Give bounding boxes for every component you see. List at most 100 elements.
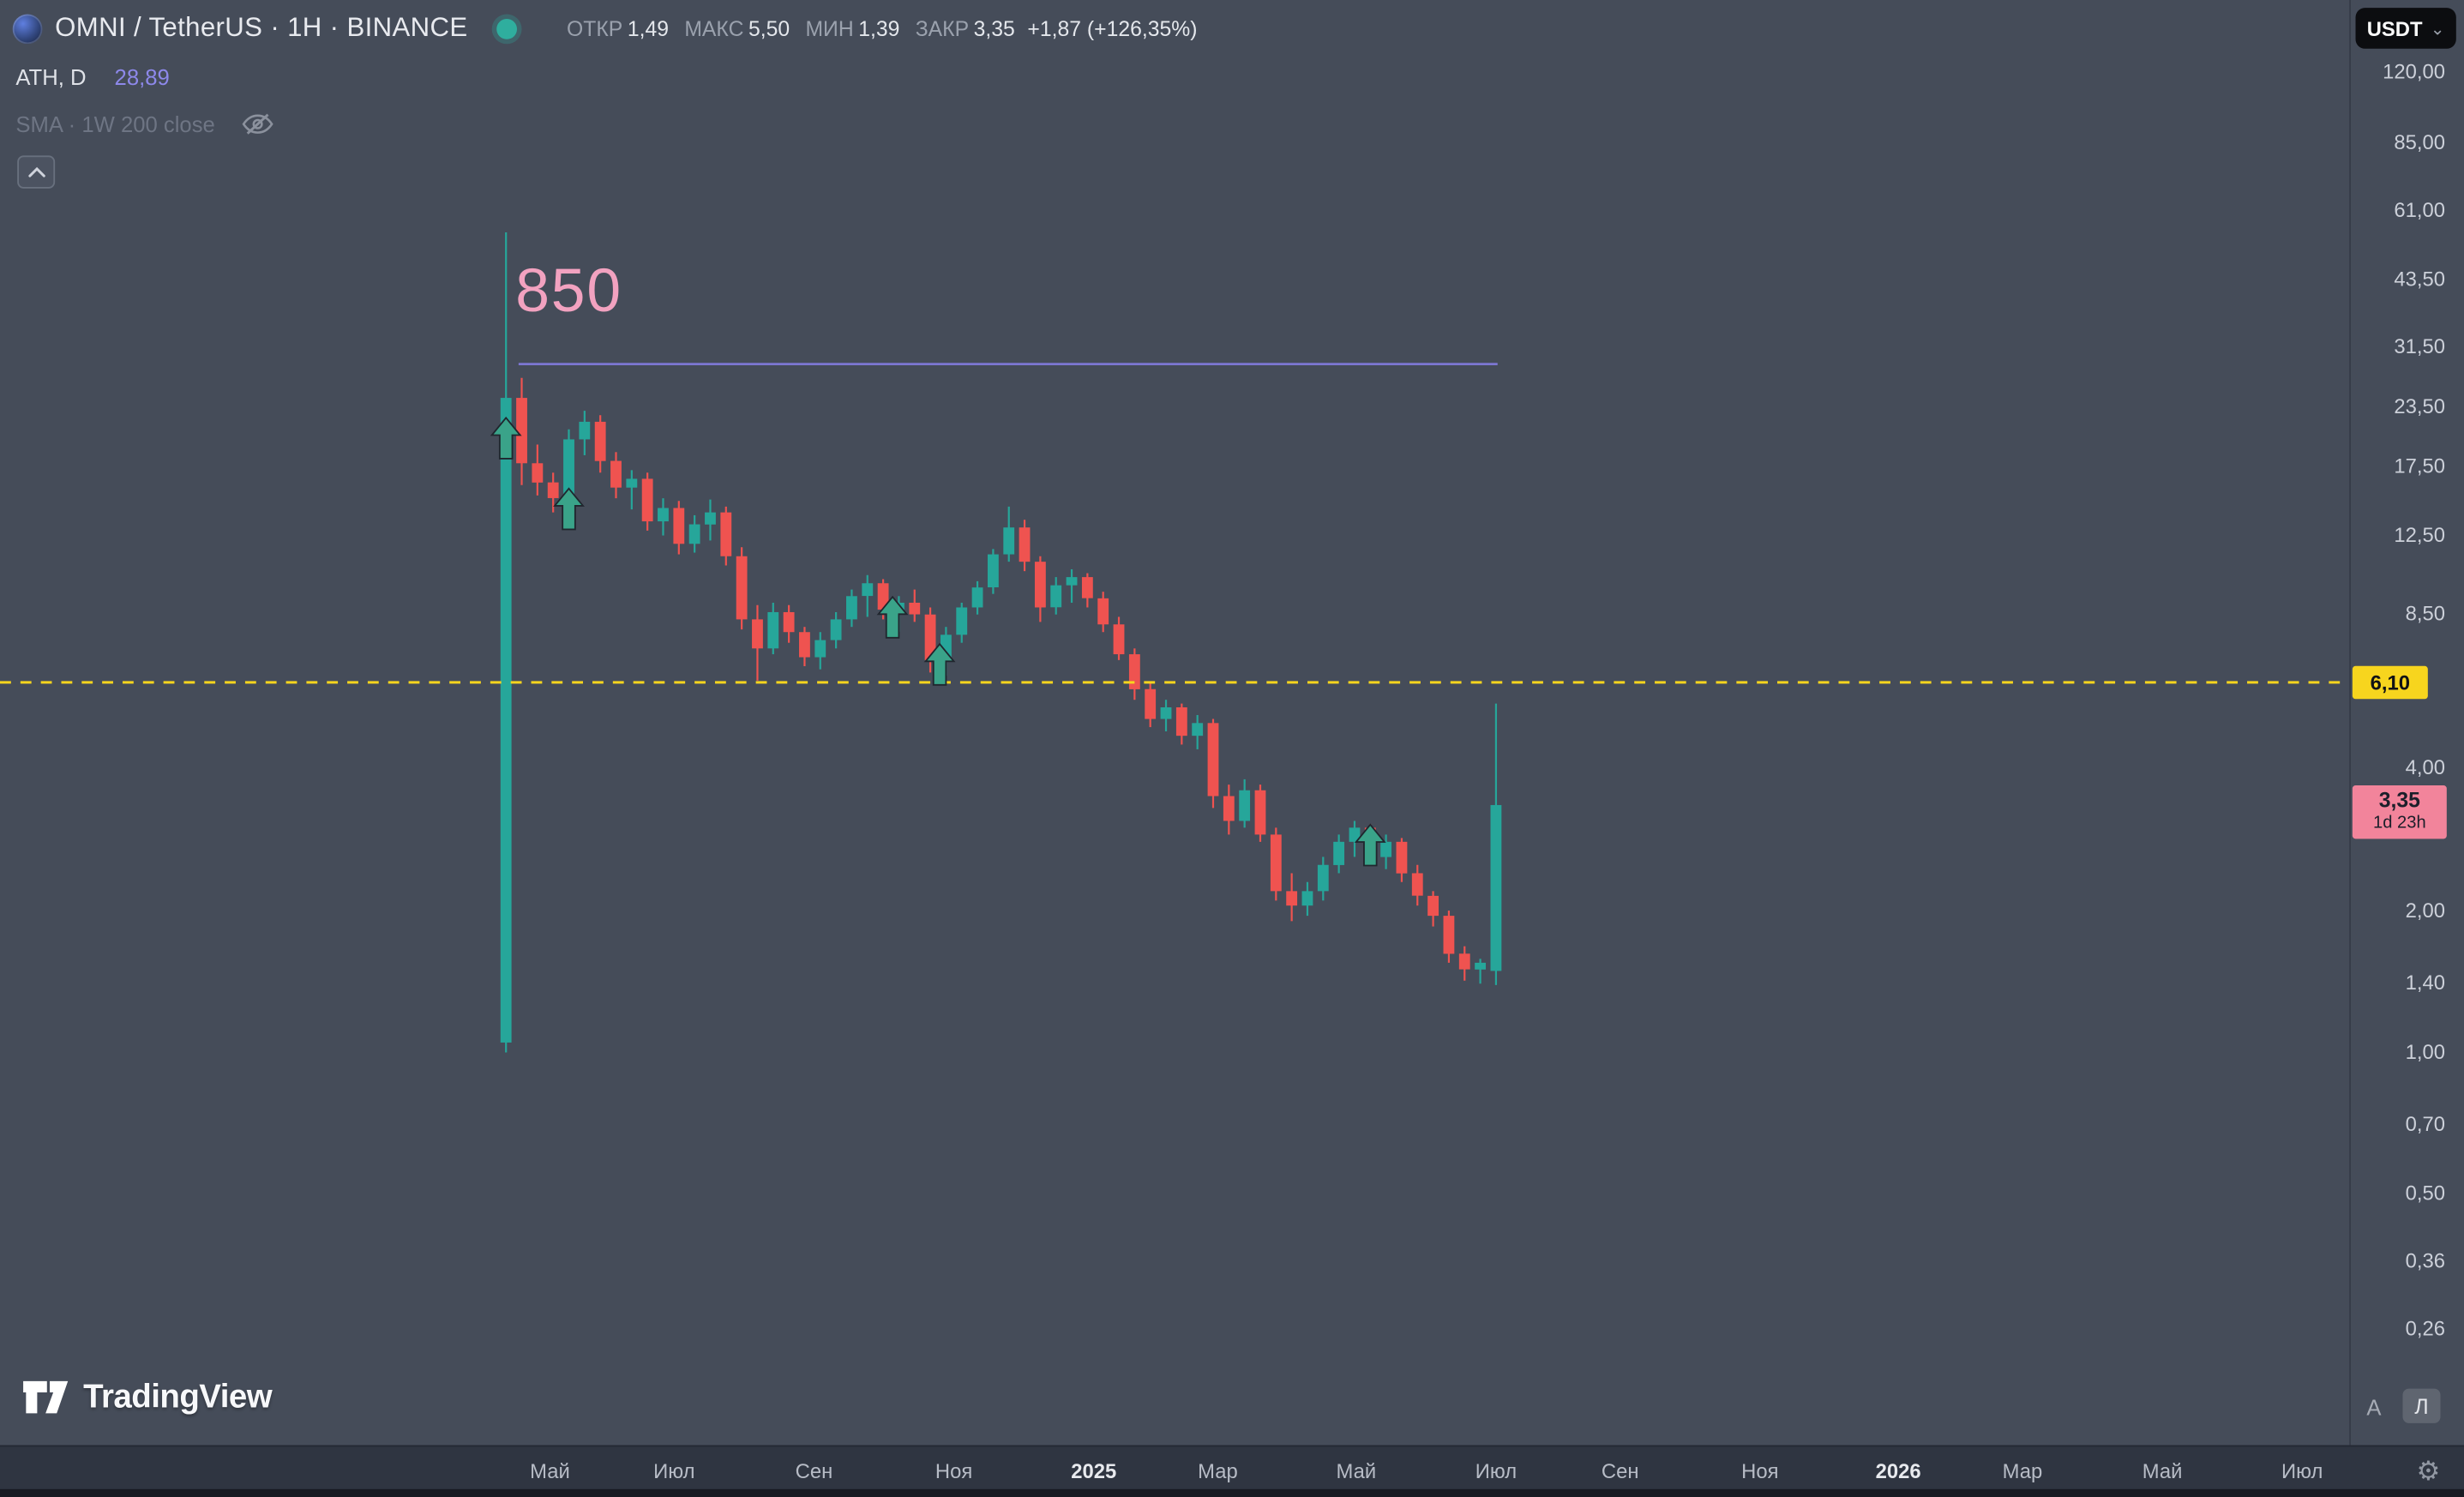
chevron-up-icon [27, 166, 45, 177]
time-axis-label: Мар [1198, 1459, 1238, 1483]
price-axis-label: 0,50 [2405, 1181, 2445, 1205]
time-axis-label: Ноя [935, 1459, 973, 1483]
indicator-ath-value: 28,89 [114, 64, 170, 90]
collapse-legend-button[interactable] [17, 155, 56, 189]
chart-canvas[interactable] [0, 0, 2350, 1446]
candle [1427, 891, 1439, 927]
candle [1443, 911, 1455, 963]
log-scale-button[interactable]: Л [2402, 1388, 2441, 1423]
candle [971, 580, 983, 615]
candle [1192, 714, 1204, 749]
candle [1128, 648, 1140, 700]
price-axis-label: 85,00 [2394, 130, 2445, 154]
price-axis-label: 0,70 [2405, 1112, 2445, 1137]
candle [610, 452, 622, 499]
symbol-row[interactable]: OMNI / TetherUS · 1H · BINANCE ОТКР 1,49… [12, 11, 1198, 45]
candle [516, 377, 527, 485]
time-axis-label: Сен [1601, 1459, 1639, 1483]
candle [1175, 703, 1187, 745]
alert-price-label[interactable]: 6,10 [2352, 665, 2428, 700]
symbol-logo-icon [12, 13, 43, 44]
price-axis-label: 12,50 [2394, 522, 2445, 547]
indicator-row-ath[interactable]: ATH, D 28,89 [15, 61, 169, 93]
low-value: 1,39 [858, 16, 900, 40]
price-axis[interactable]: USDT ⌄ 120,00 85,00 61,00 43,50 31,50 23,50 17… [2349, 0, 2464, 1446]
price-axis-label: 120,00 [2383, 60, 2445, 84]
high-label: МАКС [684, 16, 744, 40]
candle [1301, 881, 1313, 917]
time-axis-label: Июл [1475, 1459, 1517, 1483]
tradingview-wordmark: TradingView [83, 1378, 273, 1415]
auto-scale-button[interactable]: А [2366, 1394, 2382, 1421]
candle [1003, 506, 1015, 562]
candle [1411, 864, 1423, 906]
candle [1097, 592, 1109, 633]
last-price-label: 3,35 1d 23h [2352, 785, 2447, 840]
gear-icon[interactable]: ⚙ [2416, 1456, 2441, 1487]
price-axis-label: 31,50 [2394, 334, 2445, 358]
time-axis-label: Сен [795, 1459, 833, 1483]
change-value: +1,87 (+126,35%) [1027, 16, 1198, 40]
candle [720, 506, 732, 566]
candle [1254, 785, 1266, 842]
candle [1207, 718, 1219, 809]
bar-countdown: 1d 23h [2372, 814, 2426, 833]
close-label: ЗАКР [915, 16, 970, 40]
indicator-ath-name[interactable]: ATH, D [15, 64, 87, 90]
candle [1081, 573, 1093, 608]
tradingview-logo[interactable]: TradingView [21, 1376, 273, 1418]
time-axis-label: Июл [2281, 1459, 2323, 1483]
ohlc-values: ОТКР 1,49 МАКС 5,50 МИН 1,39 ЗАКР 3,35 +… [551, 16, 1198, 39]
candle [626, 470, 638, 510]
candle [1286, 873, 1298, 922]
hidden-eye-icon[interactable] [240, 111, 274, 136]
market-status-icon[interactable] [496, 18, 517, 39]
price-axis-label: 8,50 [2405, 602, 2445, 626]
candle [1019, 520, 1031, 572]
candle [1223, 785, 1235, 835]
candle [830, 611, 842, 649]
indicator-row-sma[interactable]: SMA · 1W 200 close [15, 108, 274, 140]
price-axis-label: 61,00 [2394, 198, 2445, 223]
price-axis-label: 1,00 [2405, 1039, 2445, 1064]
price-axis-label: 23,50 [2394, 394, 2445, 418]
candle [1239, 779, 1251, 828]
time-axis-label: Ноя [1741, 1459, 1779, 1483]
price-axis-label: 2,00 [2405, 898, 2445, 922]
candle [752, 604, 763, 681]
candle [1317, 857, 1329, 901]
candle [688, 514, 700, 553]
candle [532, 444, 544, 496]
price-axis-label: 1,40 [2405, 971, 2445, 995]
currency-dropdown[interactable]: USDT ⌄ [2355, 8, 2456, 49]
candle [1475, 959, 1487, 984]
last-price-value: 3,35 [2378, 789, 2420, 814]
symbol-title[interactable]: OMNI / TetherUS · 1H · BINANCE [55, 12, 468, 43]
candle [814, 632, 826, 670]
buy-arrow-marker [1354, 823, 1386, 867]
candle [641, 472, 653, 531]
candle [956, 602, 968, 643]
candle [594, 415, 606, 473]
candle [705, 499, 716, 541]
candle [1270, 827, 1282, 901]
price-annotation-850[interactable]: 850 [515, 257, 622, 326]
candle [1160, 700, 1172, 732]
chart-area[interactable]: 850 OMNI / TetherUS · 1H · BINANCE ОТКР … [0, 0, 2350, 1446]
candle [673, 501, 685, 555]
candle [547, 472, 559, 513]
time-axis[interactable]: Май Июл Сен Ноя 2025 Мар Май Июл Сен Ноя 2026 Мар Ма… [0, 1445, 2464, 1497]
scale-buttons: А Л [2351, 1388, 2464, 1430]
buy-arrow-marker [490, 416, 522, 460]
time-axis-label: Май [2142, 1459, 2183, 1483]
tradingview-logo-icon [23, 1380, 69, 1414]
low-label: МИН [805, 16, 854, 40]
candle [1145, 682, 1157, 728]
price-axis-label: 4,00 [2405, 755, 2445, 780]
high-value: 5,50 [748, 16, 790, 40]
candle [500, 231, 512, 1053]
candle [1333, 834, 1345, 874]
indicator-sma-name[interactable]: SMA · 1W 200 close [15, 111, 215, 137]
candle [1050, 577, 1062, 615]
